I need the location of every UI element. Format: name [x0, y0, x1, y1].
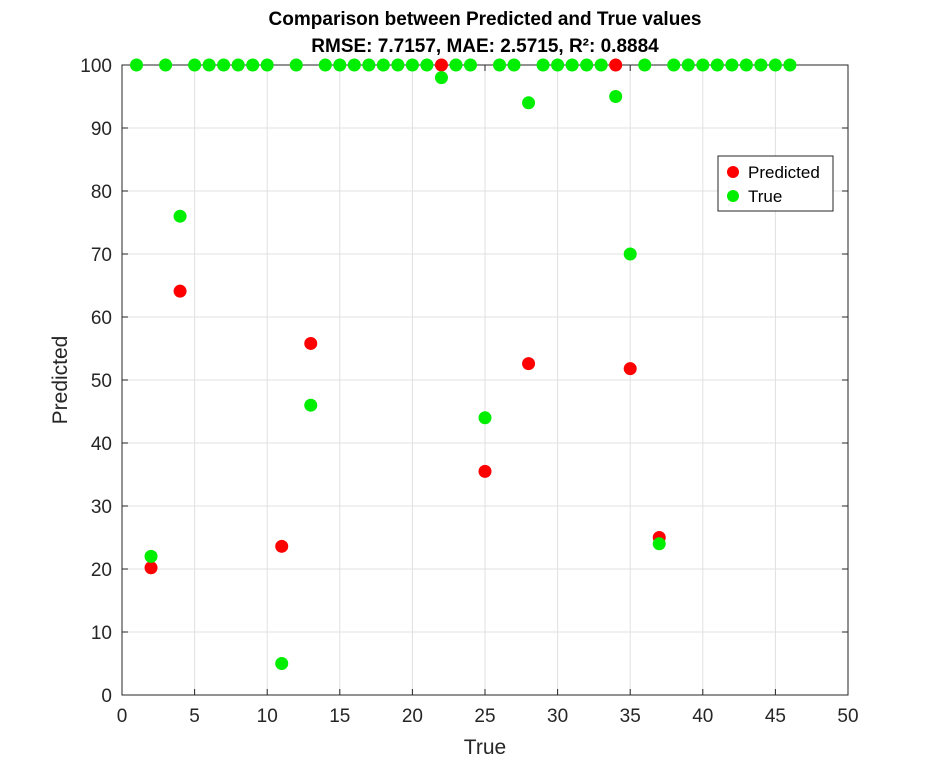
point-true	[376, 58, 390, 72]
point-true	[188, 58, 202, 72]
point-true	[710, 58, 724, 72]
y-tick-label: 40	[91, 434, 112, 455]
point-true	[173, 209, 187, 223]
y-tick-label: 100	[80, 56, 112, 77]
x-tick-label: 20	[402, 706, 423, 727]
point-true	[420, 58, 434, 72]
point-true	[580, 58, 594, 72]
x-tick-label: 10	[257, 706, 278, 727]
x-tick-label: 45	[765, 706, 786, 727]
legend-label-predicted: Predicted	[748, 163, 820, 182]
point-true	[623, 247, 637, 261]
point-true	[725, 58, 739, 72]
point-true	[609, 90, 623, 103]
point-true	[347, 58, 361, 72]
point-predicted	[522, 357, 536, 371]
point-true	[667, 58, 681, 72]
point-true	[434, 71, 448, 85]
legend-box	[717, 155, 834, 212]
legend-marker-predicted	[727, 166, 739, 178]
x-tick-label: 0	[117, 706, 128, 727]
point-true	[493, 58, 507, 72]
x-tick-label: 30	[547, 706, 568, 727]
point-predicted	[173, 284, 187, 298]
point-true	[739, 58, 753, 72]
point-true	[768, 58, 782, 72]
point-true	[507, 58, 521, 72]
chart-title: Comparison between Predicted and True va…	[269, 9, 702, 30]
x-tick-label: 25	[474, 706, 495, 727]
point-true	[231, 58, 245, 72]
point-true	[696, 58, 710, 72]
point-true	[333, 58, 347, 72]
point-true	[144, 549, 158, 563]
point-true	[391, 58, 405, 72]
point-predicted	[304, 336, 318, 350]
point-true	[362, 58, 376, 72]
point-true	[536, 58, 550, 72]
point-true	[565, 58, 579, 72]
y-axis-label: Predicted	[49, 336, 72, 425]
point-true	[652, 537, 666, 551]
point-true	[289, 58, 303, 72]
point-predicted	[144, 561, 158, 575]
x-axis-ticks: 0 5 10 15 20 25 30 35 40 45 50	[117, 65, 859, 727]
point-true	[159, 58, 173, 72]
point-true	[478, 411, 492, 425]
point-true	[260, 58, 274, 72]
point-true	[681, 58, 695, 72]
point-predicted	[609, 58, 623, 72]
legend-marker-true	[727, 190, 739, 202]
legend: Predicted True	[717, 155, 834, 212]
y-tick-label: 80	[91, 182, 112, 203]
x-tick-label: 5	[189, 706, 200, 727]
point-true	[217, 58, 231, 72]
point-true	[754, 58, 768, 72]
legend-label-true: True	[748, 187, 782, 206]
point-true	[405, 58, 419, 72]
data-points	[130, 58, 797, 670]
point-true	[783, 58, 797, 72]
x-tick-label: 35	[620, 706, 641, 727]
point-true	[449, 58, 463, 72]
point-true	[522, 96, 536, 110]
point-predicted	[275, 539, 289, 553]
point-predicted	[478, 464, 492, 478]
point-true	[246, 58, 260, 72]
point-true	[638, 58, 652, 72]
x-tick-label: 50	[837, 706, 858, 727]
point-true	[202, 58, 216, 72]
point-true	[463, 58, 477, 72]
y-tick-label: 70	[91, 245, 112, 266]
y-tick-label: 20	[91, 560, 112, 581]
point-true	[130, 58, 144, 72]
point-predicted	[623, 362, 637, 376]
y-tick-label: 60	[91, 308, 112, 329]
y-tick-label: 10	[91, 623, 112, 644]
x-tick-label: 40	[692, 706, 713, 727]
y-tick-label: 90	[91, 119, 112, 140]
chart-subtitle: RMSE: 7.7157, MAE: 2.5715, R²: 0.8884	[311, 36, 659, 57]
point-true	[551, 58, 565, 72]
y-axis-ticks: 0 10 20 30 40 50 60 70 80 90 100	[80, 56, 848, 707]
point-true	[594, 58, 608, 72]
point-predicted	[434, 58, 448, 72]
point-true	[275, 657, 289, 670]
point-true	[318, 58, 332, 72]
x-tick-label: 15	[329, 706, 350, 727]
x-axis-label: True	[464, 736, 506, 759]
point-true	[304, 398, 318, 412]
y-tick-label: 30	[91, 497, 112, 518]
y-tick-label: 50	[91, 371, 112, 392]
y-tick-label: 0	[101, 686, 112, 707]
